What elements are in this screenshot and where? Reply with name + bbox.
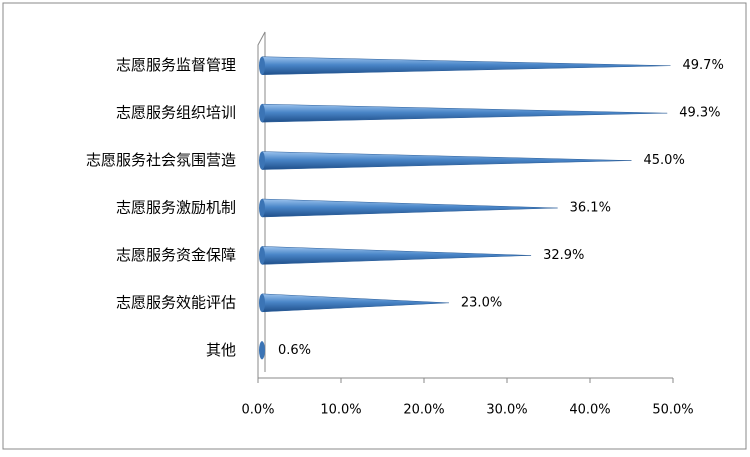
x-tick-label: 0.0%	[241, 403, 274, 418]
category-label: 志愿服务激励机制	[116, 199, 236, 217]
x-tick-label: 30.0%	[486, 403, 527, 418]
value-label: 49.7%	[683, 58, 724, 73]
category-label: 志愿服务社会氛围营造	[86, 151, 236, 169]
x-tick-label: 20.0%	[403, 403, 444, 418]
value-label: 0.6%	[278, 343, 311, 358]
value-label: 32.9%	[543, 248, 584, 263]
cone-base	[259, 151, 265, 170]
category-label: 志愿服务效能评估	[116, 293, 236, 311]
cone-base	[259, 104, 265, 123]
category-label: 其他	[206, 341, 236, 359]
value-label: 23.0%	[461, 295, 502, 310]
value-label: 36.1%	[570, 201, 611, 216]
x-tick-label: 10.0%	[320, 403, 361, 418]
category-label: 志愿服务监督管理	[116, 56, 236, 74]
cone-base	[259, 341, 265, 360]
cone-base	[259, 293, 265, 312]
cone-base	[259, 246, 265, 265]
category-label: 志愿服务组织培训	[116, 104, 236, 122]
value-label: 45.0%	[644, 153, 685, 168]
category-label: 志愿服务资金保障	[116, 246, 236, 264]
x-tick-label: 50.0%	[652, 403, 693, 418]
cone-base	[259, 199, 265, 217]
cone-base	[259, 56, 265, 75]
value-label: 49.3%	[679, 106, 720, 121]
x-tick-label: 40.0%	[569, 403, 610, 418]
chart-border	[2, 2, 747, 450]
